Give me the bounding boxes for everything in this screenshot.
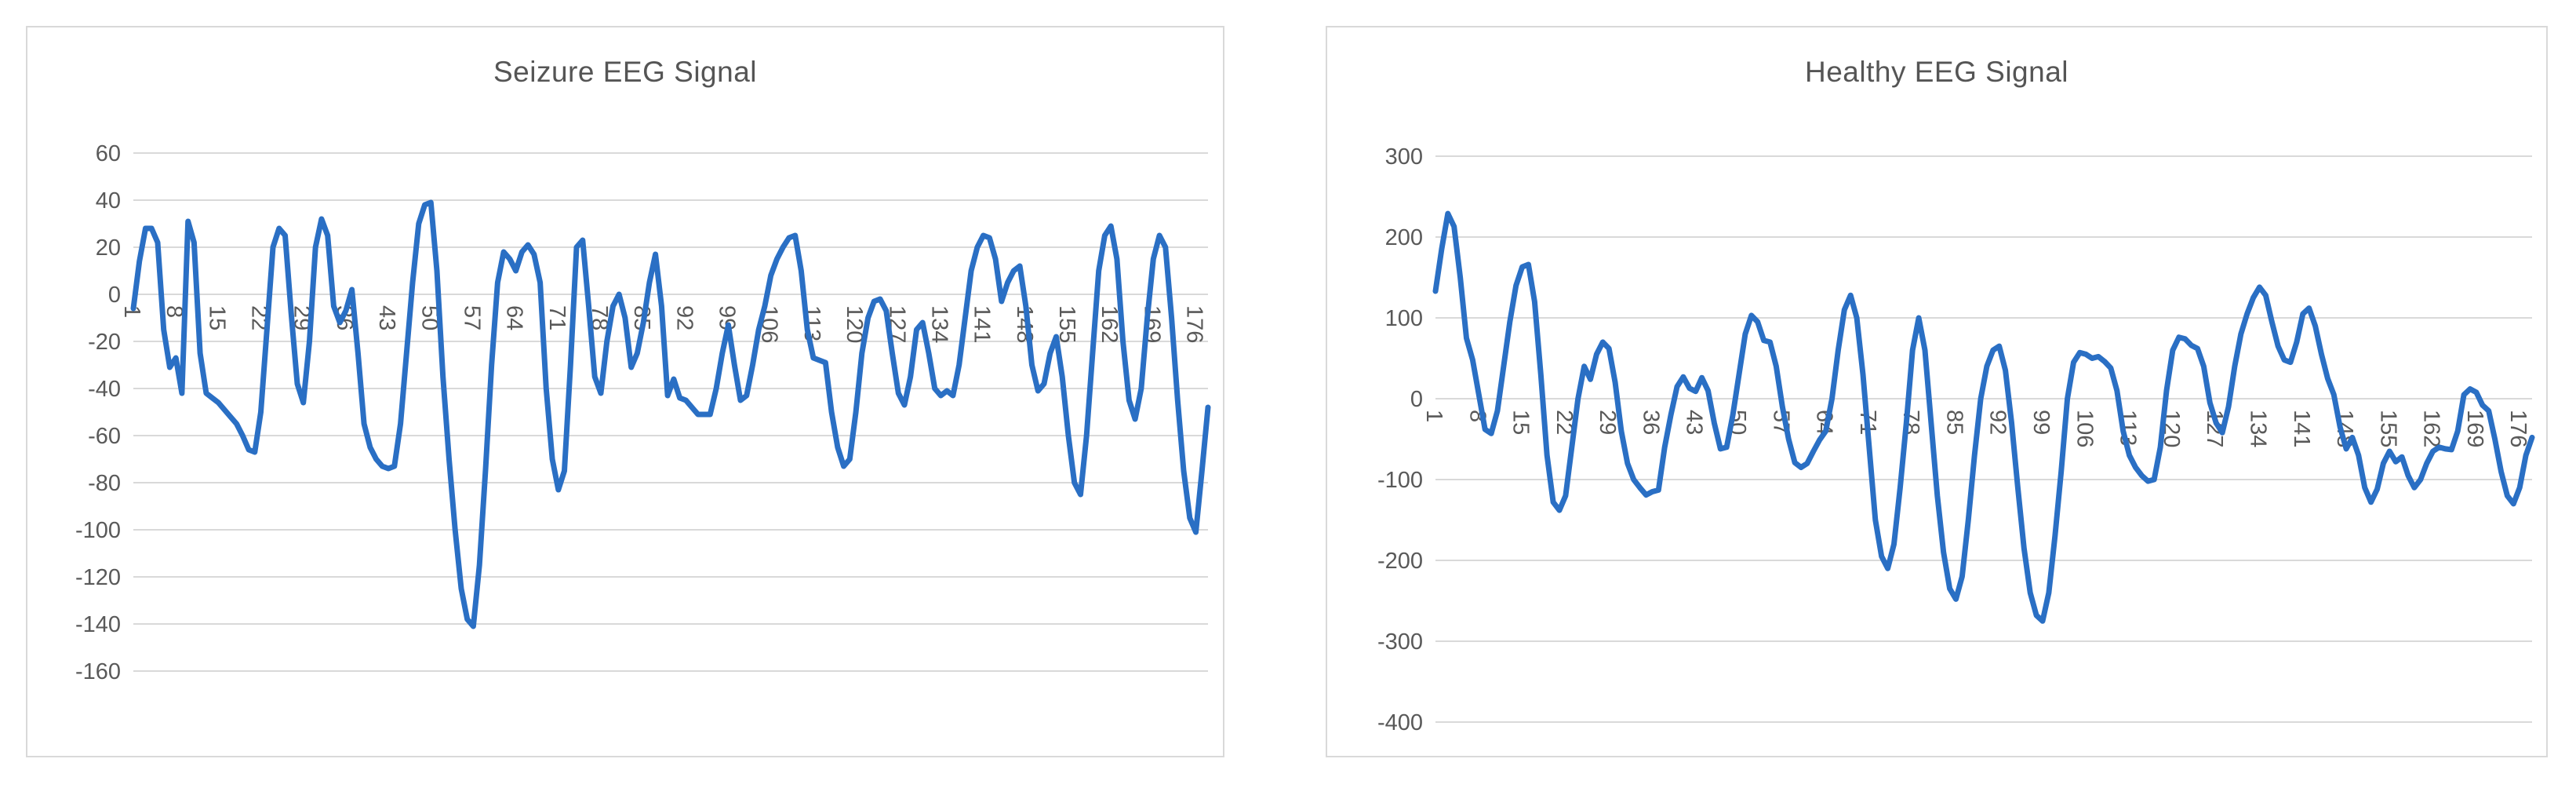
x-tick-label: 92: [671, 305, 697, 330]
x-tick-label: 15: [1508, 410, 1534, 435]
y-tick-label: 300: [1385, 144, 1423, 170]
eeg-signal-line: [130, 199, 1211, 629]
gridlines: [133, 152, 1208, 672]
y-tick-label: -400: [1377, 710, 1423, 735]
y-tick-label: -120: [75, 565, 121, 590]
y-tick-label: -160: [75, 659, 121, 684]
y-tick-label: -20: [88, 330, 121, 355]
x-tick-label: 71: [544, 305, 569, 330]
x-tick-label: 162: [1097, 305, 1122, 343]
healthy-chart-panel: Healthy EEG Signal 300 200 100 0 -100 -200 -30…: [1326, 26, 2548, 757]
x-tick-label: 176: [1182, 305, 1207, 343]
y-tick-label: -60: [88, 424, 121, 449]
x-tick-label: 92: [1985, 410, 2010, 435]
y-axis-labels: 300 200 100 0 -100 -200 -300 -400: [1377, 144, 1423, 735]
seizure-plot-area: 60 40 20 0 -20 -40 -60 -80 -100 -120 -140 -160 1 8 15 2…: [27, 27, 1223, 756]
y-tick-label: 0: [108, 283, 121, 308]
x-tick-label: 43: [1682, 410, 1707, 435]
y-tick-label: -100: [75, 518, 121, 543]
y-tick-label: -140: [75, 612, 121, 637]
x-tick-label: 141: [970, 305, 995, 343]
x-tick-label: 15: [204, 305, 229, 330]
x-tick-label: 64: [502, 305, 527, 330]
x-tick-label: 134: [926, 305, 951, 343]
y-tick-label: -300: [1377, 629, 1423, 655]
x-tick-label: 1: [119, 305, 144, 318]
y-tick-label: 0: [1410, 387, 1423, 412]
x-tick-label: 169: [2462, 410, 2487, 447]
eeg-signal-line: [1432, 210, 2535, 624]
x-tick-label: 176: [2505, 410, 2531, 447]
y-tick-label: -200: [1377, 549, 1423, 574]
x-tick-label: 85: [1941, 410, 1967, 435]
y-tick-label: 40: [96, 188, 121, 213]
x-tick-label: 141: [2289, 410, 2314, 447]
y-tick-label: 100: [1385, 306, 1423, 331]
y-tick-label: 200: [1385, 225, 1423, 250]
x-tick-label: 106: [2072, 410, 2097, 447]
y-tick-label: 20: [96, 235, 121, 261]
gridlines: [1435, 155, 2532, 723]
y-tick-label: -40: [88, 377, 121, 402]
x-tick-label: 43: [374, 305, 399, 330]
x-tick-label: 134: [2245, 410, 2270, 447]
x-tick-label: 1: [1421, 410, 1446, 422]
y-tick-label: -100: [1377, 468, 1423, 493]
x-tick-label: 57: [459, 305, 484, 330]
chart-title: Healthy EEG Signal: [1804, 56, 2068, 88]
x-tick-label: 99: [2028, 410, 2054, 435]
seizure-chart-panel: Seizure EEG Signal 60 40 20 0 -20 -40 -60 -80 -1…: [26, 26, 1224, 757]
y-axis-labels: 60 40 20 0 -20 -40 -60 -80 -100 -120 -140 -160: [75, 141, 121, 684]
x-tick-label: 29: [1595, 410, 1620, 435]
x-tick-label: 162: [2419, 410, 2444, 447]
healthy-plot-area: 300 200 100 0 -100 -200 -300 -400 1 8 15 22 29 36 43 50…: [1327, 27, 2546, 756]
chart-title: Seizure EEG Signal: [493, 56, 757, 88]
y-tick-label: -80: [88, 471, 121, 496]
x-tick-label: 36: [1638, 410, 1663, 435]
x-tick-label: 78: [1898, 410, 1923, 435]
x-tick-label: 155: [2375, 410, 2400, 447]
x-tick-label: 8: [162, 305, 187, 318]
y-tick-label: 60: [96, 141, 121, 166]
